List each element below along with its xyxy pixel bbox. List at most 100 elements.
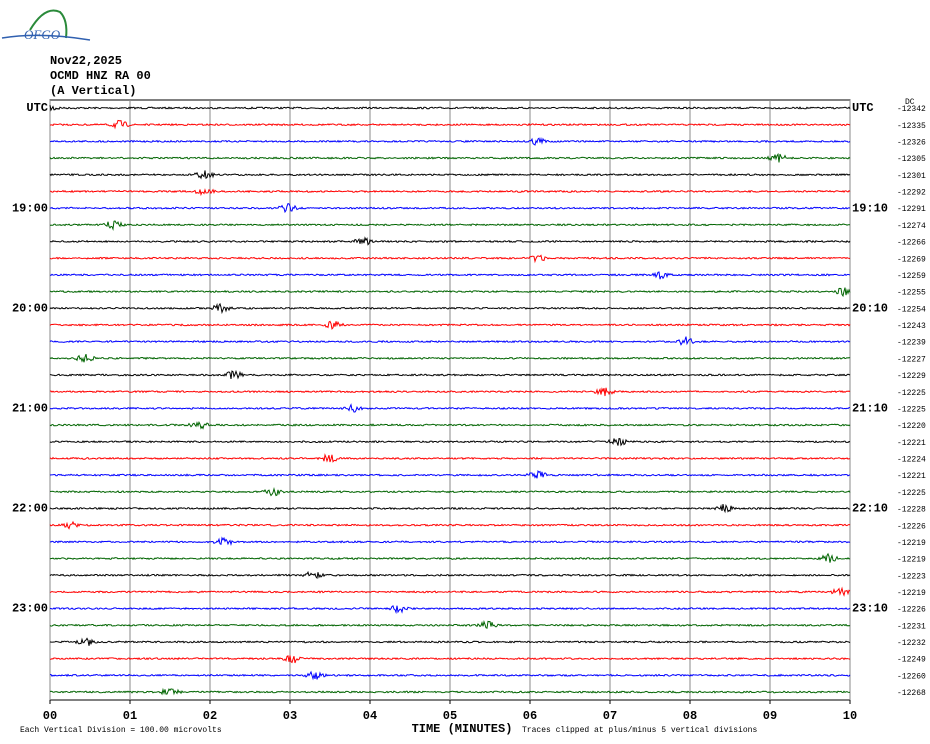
trace (49, 503, 851, 514)
right-time-label: 23:10 (852, 602, 888, 616)
trace (49, 536, 851, 546)
trace (49, 486, 851, 497)
trace (49, 202, 851, 214)
trace (49, 105, 851, 112)
trace (49, 520, 851, 530)
title-line: OCMD HNZ RA 00 (50, 69, 151, 83)
footer-right: Traces clipped at plus/minus 5 vertical … (522, 726, 757, 735)
left-time-label: 19:00 (12, 201, 48, 215)
trace (49, 353, 851, 363)
offset-label: -12227 (897, 355, 926, 364)
trace (49, 236, 851, 246)
offset-label: -12219 (897, 589, 926, 598)
offset-label: -12239 (897, 339, 926, 348)
trace (49, 620, 851, 629)
logo-text: OFGO (24, 27, 61, 42)
x-tick-label: 04 (363, 709, 377, 723)
footer-left: Each Vertical Division = 100.00 microvol… (20, 726, 222, 735)
right-time-label: 21:10 (852, 402, 888, 416)
trace (49, 605, 851, 615)
offset-label: -12301 (897, 172, 926, 181)
trace (49, 469, 851, 479)
trace (49, 387, 851, 397)
trace (49, 271, 851, 280)
offset-label: -12305 (897, 155, 926, 164)
trace (50, 655, 851, 664)
trace (49, 320, 851, 330)
offset-label: -12254 (897, 305, 926, 314)
x-axis-label: TIME (MINUTES) (412, 722, 513, 736)
logo-swoosh (1, 34, 91, 41)
trace (49, 369, 851, 380)
trace (50, 188, 851, 197)
offset-label: -12220 (897, 422, 926, 431)
offset-label: -12342 (897, 105, 926, 114)
offset-label: -12291 (897, 205, 926, 214)
offset-label: -12249 (897, 656, 926, 665)
offset-label: -12229 (897, 372, 926, 381)
left-time-label: 22:00 (12, 502, 48, 516)
trace (49, 687, 851, 696)
x-tick-label: 02 (203, 709, 217, 723)
trace (50, 136, 851, 146)
trace (49, 637, 851, 646)
x-tick-label: 06 (523, 709, 537, 723)
trace (49, 336, 851, 346)
offset-label: -12335 (897, 122, 926, 131)
offset-label: -12255 (897, 289, 926, 298)
offset-label: -12228 (897, 506, 926, 515)
trace (49, 152, 851, 163)
left-time-label: UTC (26, 101, 48, 115)
offset-label: -12223 (897, 572, 926, 581)
dc-label: DC (905, 98, 915, 107)
x-tick-label: 03 (283, 709, 297, 723)
offset-label: -12268 (897, 689, 926, 698)
trace (49, 570, 851, 580)
right-time-label: 20:10 (852, 301, 888, 315)
right-time-label: 19:10 (852, 201, 888, 215)
offset-label: -12231 (897, 622, 926, 631)
x-tick-label: 05 (443, 709, 457, 723)
offset-label: -12243 (897, 322, 926, 331)
left-time-label: 21:00 (12, 402, 48, 416)
offset-label: -12232 (897, 639, 926, 648)
trace (49, 420, 851, 430)
x-tick-label: 10 (843, 709, 857, 723)
left-time-label: 20:00 (12, 301, 48, 315)
offset-label: -12219 (897, 539, 926, 548)
trace (49, 287, 851, 298)
logo-shape (29, 9, 68, 39)
offset-label: -12260 (897, 672, 926, 681)
trace (50, 119, 851, 130)
offset-label: -12225 (897, 405, 926, 414)
offset-label: -12266 (897, 239, 926, 248)
trace (49, 170, 851, 180)
trace (49, 453, 851, 463)
x-tick-label: 08 (683, 709, 697, 723)
trace (49, 302, 851, 315)
trace (49, 586, 851, 597)
offset-label: -12326 (897, 138, 926, 147)
offset-label: -12274 (897, 222, 926, 231)
offset-label: -12221 (897, 472, 926, 481)
trace (49, 552, 851, 563)
offset-label: -12225 (897, 389, 926, 398)
offset-label: -12292 (897, 189, 926, 198)
title-line: (A Vertical) (50, 84, 136, 98)
offset-label: -12226 (897, 606, 926, 615)
offset-label: -12259 (897, 272, 926, 281)
trace (49, 403, 850, 413)
x-tick-label: 01 (123, 709, 137, 723)
trace (49, 254, 851, 264)
x-tick-label: 09 (763, 709, 777, 723)
trace (49, 670, 851, 681)
x-tick-label: 07 (603, 709, 617, 723)
offset-label: -12219 (897, 556, 926, 565)
offset-label: -12226 (897, 522, 926, 531)
right-time-label: UTC (852, 101, 874, 115)
x-tick-label: 00 (43, 709, 57, 723)
left-time-label: 23:00 (12, 602, 48, 616)
offset-label: -12224 (897, 456, 926, 465)
offset-label: -12225 (897, 489, 926, 498)
